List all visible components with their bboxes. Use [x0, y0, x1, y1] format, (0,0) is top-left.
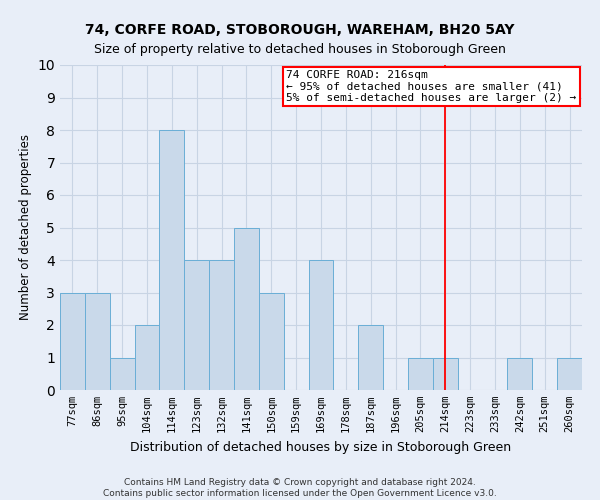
- Bar: [433, 358, 458, 390]
- Bar: [408, 358, 433, 390]
- Bar: [557, 358, 582, 390]
- Bar: [160, 130, 184, 390]
- Bar: [134, 325, 160, 390]
- Bar: [110, 358, 134, 390]
- Bar: [508, 358, 532, 390]
- X-axis label: Distribution of detached houses by size in Stoborough Green: Distribution of detached houses by size …: [130, 440, 512, 454]
- Y-axis label: Number of detached properties: Number of detached properties: [19, 134, 32, 320]
- Bar: [184, 260, 209, 390]
- Bar: [85, 292, 110, 390]
- Text: 74 CORFE ROAD: 216sqm
← 95% of detached houses are smaller (41)
5% of semi-detac: 74 CORFE ROAD: 216sqm ← 95% of detached …: [286, 70, 577, 103]
- Text: Contains HM Land Registry data © Crown copyright and database right 2024.
Contai: Contains HM Land Registry data © Crown c…: [103, 478, 497, 498]
- Text: 74, CORFE ROAD, STOBOROUGH, WAREHAM, BH20 5AY: 74, CORFE ROAD, STOBOROUGH, WAREHAM, BH2…: [85, 22, 515, 36]
- Bar: [60, 292, 85, 390]
- Bar: [358, 325, 383, 390]
- Bar: [209, 260, 234, 390]
- Bar: [234, 228, 259, 390]
- Bar: [259, 292, 284, 390]
- Bar: [308, 260, 334, 390]
- Text: Size of property relative to detached houses in Stoborough Green: Size of property relative to detached ho…: [94, 42, 506, 56]
